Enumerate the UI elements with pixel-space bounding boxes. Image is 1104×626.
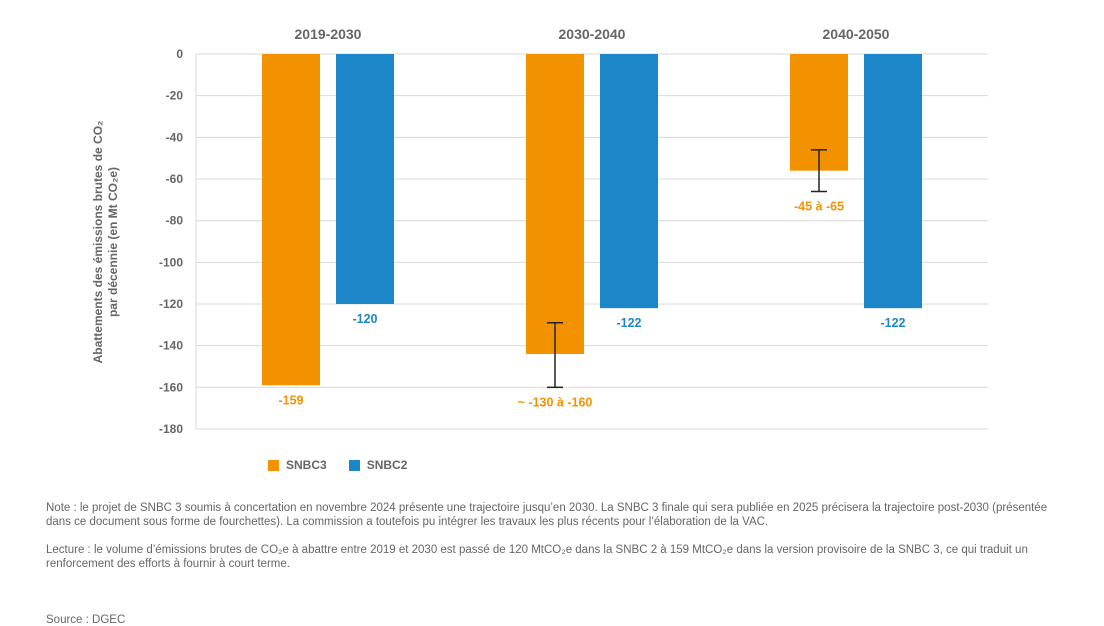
lecture-text: Lecture : le volume d’émissions brutes d… bbox=[46, 544, 1028, 570]
bar-snbc3 bbox=[526, 54, 584, 354]
category-label: 2030-2040 bbox=[559, 26, 626, 42]
y-tick-label: -80 bbox=[166, 214, 184, 228]
note-text: Note : le projet de SNBC 3 soumis à conc… bbox=[46, 502, 1048, 528]
legend-item-snbc2: SNBC2 bbox=[348, 458, 408, 472]
legend: SNBC3 SNBC2 bbox=[268, 458, 429, 472]
y-tick-label: -60 bbox=[166, 172, 184, 186]
y-tick-label: 0 bbox=[176, 47, 183, 61]
bar-snbc3 bbox=[262, 54, 320, 386]
y-tick-label: -100 bbox=[159, 255, 183, 269]
y-axis-title-line1: Abattements des émissions brutes de CO₂ bbox=[91, 120, 105, 364]
data-label-snbc3: ~ -130 à -160 bbox=[518, 395, 593, 409]
bar-snbc2 bbox=[336, 54, 394, 304]
y-tick-label: -140 bbox=[159, 339, 183, 353]
y-axis-title-line2: par décennie (en Mt CO₂e) bbox=[106, 166, 120, 318]
bar-snbc2 bbox=[600, 54, 658, 309]
data-label-snbc2: -122 bbox=[616, 316, 641, 330]
bar-snbc2 bbox=[864, 54, 922, 309]
legend-swatch-snbc3 bbox=[268, 459, 279, 471]
notes: Note : le projet de SNBC 3 soumis à conc… bbox=[46, 501, 1060, 585]
y-axis-title: Abattements des émissions brutes de CO₂ … bbox=[91, 121, 121, 364]
legend-label-snbc2: SNBC2 bbox=[366, 458, 408, 472]
y-tick-labels: 0 -20 -40 -60 -80 -100 -120 -140 -160 -180 bbox=[159, 47, 183, 436]
data-labels: -159 -120 ~ -130 à -160 -122 -45 à -65 -122 bbox=[278, 200, 905, 410]
y-tick-label: -40 bbox=[166, 130, 184, 144]
category-label: 2019-2030 bbox=[295, 26, 362, 42]
data-label-snbc3: -159 bbox=[278, 393, 303, 407]
y-tick-label: -20 bbox=[166, 89, 184, 103]
category-labels: 2019-2030 2030-2040 2040-2050 bbox=[295, 26, 890, 42]
source-text: Source : DGEC bbox=[46, 614, 126, 626]
y-tick-label: -180 bbox=[159, 422, 183, 436]
data-label-snbc2: -120 bbox=[352, 312, 377, 326]
data-label-snbc3: -45 à -65 bbox=[794, 200, 844, 214]
legend-swatch-snbc2 bbox=[348, 459, 360, 471]
legend-label-snbc3: SNBC3 bbox=[286, 458, 327, 472]
error-bars bbox=[547, 149, 827, 389]
data-label-snbc2: -122 bbox=[880, 316, 905, 330]
bars bbox=[262, 54, 922, 386]
y-tick-label: -120 bbox=[159, 297, 183, 311]
legend-item-snbc3: SNBC3 bbox=[268, 458, 327, 472]
error-bar bbox=[811, 149, 827, 193]
category-label: 2040-2050 bbox=[823, 26, 890, 42]
error-bar bbox=[547, 322, 563, 389]
y-tick-label: -160 bbox=[159, 380, 183, 394]
gridlines bbox=[195, 53, 988, 430]
bar-chart: 0 -20 -40 -60 -80 -100 -120 -140 -160 -180 2019-2… bbox=[159, 26, 988, 436]
